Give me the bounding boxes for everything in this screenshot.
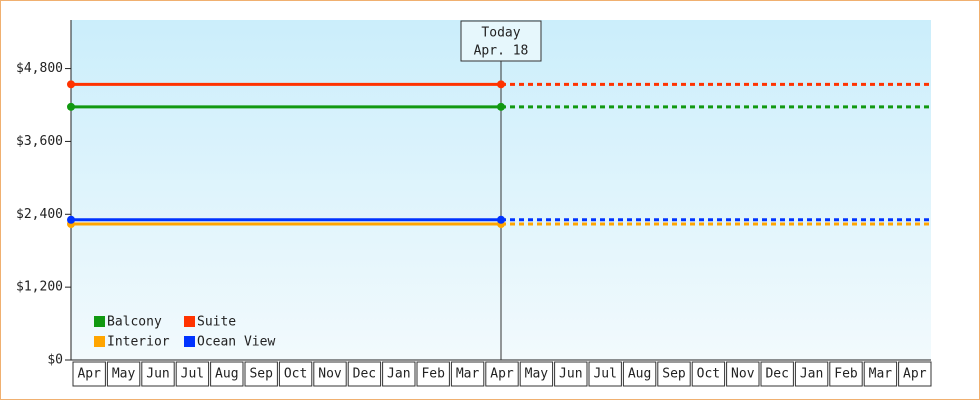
x-tick-label: Sep (249, 367, 273, 382)
point (497, 215, 505, 224)
point (497, 102, 505, 111)
month-cell (210, 361, 244, 387)
x-tick-label: Oct (697, 367, 720, 382)
x-tick-label: Aug (628, 367, 651, 382)
x-tick-label: Mar (869, 367, 893, 382)
month-cell (829, 361, 863, 387)
point (67, 215, 75, 224)
y-tick-label: $2,400 (16, 207, 63, 222)
y-tick-label: $0 (47, 353, 63, 368)
month-cell (898, 361, 932, 387)
month-cell (519, 361, 554, 387)
legend-label: Balcony (107, 315, 162, 330)
x-tick-label: Apr (490, 367, 514, 382)
month-cell (416, 361, 450, 387)
x-tick-label: Feb (421, 367, 445, 382)
x-tick-label: Jun (559, 367, 582, 382)
x-tick-label: Sep (662, 367, 686, 382)
x-tick-label: May (112, 367, 136, 382)
legend-label: Ocean View (197, 335, 275, 350)
x-tick-label: Dec (765, 367, 788, 382)
month-cell (622, 361, 657, 387)
month-cell (794, 361, 829, 387)
x-tick-label: Apr (77, 367, 101, 382)
x-tick-label: Apr (903, 367, 927, 382)
x-tick-label: Jul (593, 367, 616, 382)
legend-swatch (184, 336, 195, 347)
x-tick-label: Aug (215, 367, 238, 382)
month-cell (760, 361, 794, 387)
month-cell (106, 361, 141, 387)
month-cell (382, 361, 416, 387)
month-cell (313, 361, 347, 387)
legend-label: Interior (107, 335, 170, 350)
x-tick-label: May (525, 367, 549, 382)
legend-label: Suite (197, 315, 236, 330)
legend-swatch (94, 316, 105, 327)
month-cell (863, 361, 898, 387)
month-cell (347, 361, 382, 387)
month-cell (278, 361, 313, 387)
y-tick-label: $3,600 (16, 134, 63, 149)
month-cell (554, 361, 588, 387)
month-cell (691, 361, 726, 387)
today-label: Today (481, 26, 520, 41)
month-cell (588, 361, 622, 387)
x-tick-label: Nov (731, 367, 755, 382)
x-tick-label: Nov (318, 367, 342, 382)
month-cell (657, 361, 691, 387)
month-cell (175, 361, 210, 387)
month-cell (485, 361, 519, 387)
x-tick-label: Jul (181, 367, 204, 382)
today-box (460, 20, 542, 62)
x-tick-label: Mar (456, 367, 480, 382)
point (67, 102, 75, 111)
x-tick-label: Jan (387, 367, 410, 382)
month-cell (450, 361, 485, 387)
month-cell (141, 361, 175, 387)
point (67, 80, 75, 89)
legend-swatch (184, 316, 195, 327)
x-tick-label: Jan (800, 367, 823, 382)
month-cell (72, 361, 106, 387)
legend-swatch (94, 336, 105, 347)
today-date: Apr. 18 (474, 44, 529, 59)
x-tick-label: Feb (834, 367, 858, 382)
y-tick-label: $1,200 (16, 280, 63, 295)
x-tick-label: Oct (284, 367, 307, 382)
x-tick-label: Jun (146, 367, 169, 382)
y-tick-label: $4,800 (16, 61, 63, 76)
point (497, 80, 505, 89)
month-cell (244, 361, 278, 387)
month-cell (726, 361, 760, 387)
x-tick-label: Dec (353, 367, 376, 382)
